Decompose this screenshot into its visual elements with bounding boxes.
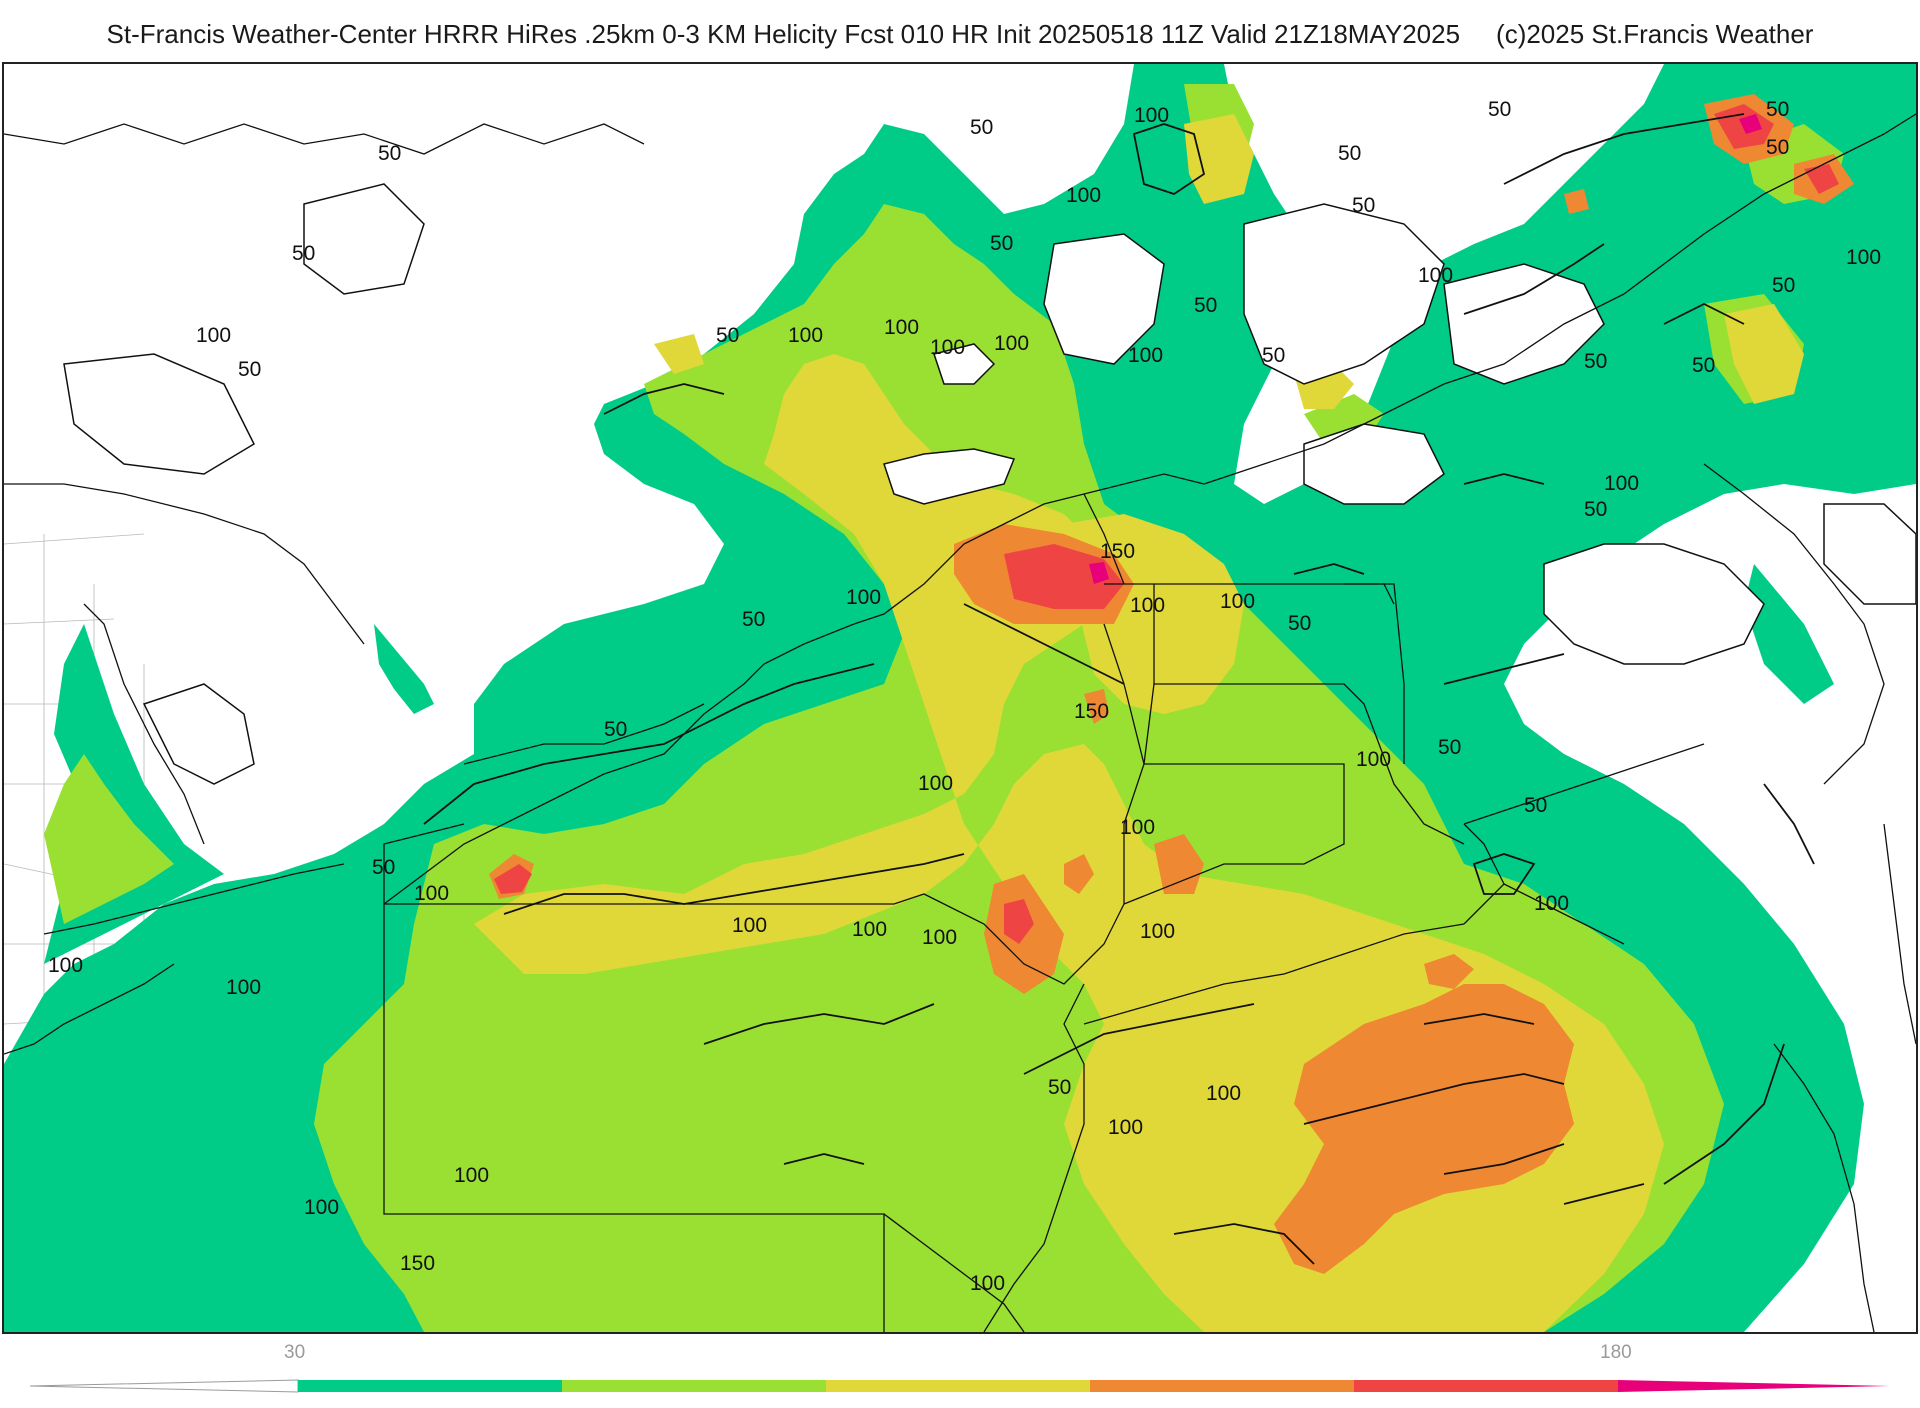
contour-label: 150 (1100, 540, 1135, 563)
contour-label: 50 (1338, 142, 1361, 165)
contour-label: 100 (1108, 1116, 1143, 1139)
contour-label: 100 (226, 976, 261, 999)
contour-label: 50 (742, 608, 765, 631)
contour-label: 100 (1356, 748, 1391, 771)
contour-label: 100 (732, 914, 767, 937)
colorbar-high-tail (1618, 1380, 1890, 1392)
contour-label: 100 (852, 918, 887, 941)
contour-label: 50 (372, 856, 395, 879)
contour-label: 100 (1130, 594, 1165, 617)
contour-label: 50 (1288, 612, 1311, 635)
contour-label: 50 (1438, 736, 1461, 759)
colorbar-segment-30 (298, 1380, 562, 1392)
contour-labels: 50 50 100 50 50 100 100 100 100 50 100 1… (48, 98, 1881, 1295)
contour-label: 100 (1604, 472, 1639, 495)
contour-label: 100 (1134, 104, 1169, 127)
contour-label: 100 (1846, 246, 1881, 269)
colorbar-segment-60 (562, 1380, 826, 1392)
credit-text: (c)2025 St.Francis Weather (1496, 18, 1814, 49)
contour-label: 100 (1206, 1082, 1241, 1105)
contour-label: 100 (1140, 920, 1175, 943)
contour-label: 100 (1220, 590, 1255, 613)
helicity-map: 50 50 100 50 50 100 100 100 100 50 100 1… (4, 64, 1916, 1332)
contour-label: 100 (922, 926, 957, 949)
contour-label: 150 (1074, 700, 1109, 723)
contour-label: 50 (604, 718, 627, 741)
colorbar: 30 180 (0, 1340, 1920, 1400)
contour-label: 100 (304, 1196, 339, 1219)
contour-label: 50 (970, 116, 993, 139)
helicity-contours (423, 113, 1815, 1265)
contour-label: 100 (918, 772, 953, 795)
contour-label: 100 (994, 332, 1029, 355)
contour-label: 100 (1128, 344, 1163, 367)
contour-label: 100 (930, 336, 965, 359)
contour-label: 50 (1352, 194, 1375, 217)
contour-label: 100 (48, 954, 83, 977)
contour-label: 50 (1194, 294, 1217, 317)
contour-label: 100 (970, 1272, 1005, 1295)
contour-label: 100 (1066, 184, 1101, 207)
contour-label: 50 (716, 324, 739, 347)
contour-label: 150 (400, 1252, 435, 1275)
lake-voids (63, 183, 1916, 785)
map-title: St-Francis Weather-Center HRRR HiRes .25… (0, 14, 1920, 54)
boundaries (4, 113, 1916, 1332)
colorbar-segment-150 (1354, 1380, 1618, 1392)
contour-label: 50 (1772, 274, 1795, 297)
contour-label: 50 (1766, 98, 1789, 121)
contour-label: 50 (1692, 354, 1715, 377)
contour-label: 100 (1534, 892, 1569, 915)
colorbar-graphic (29, 1379, 1890, 1393)
title-text: St-Francis Weather-Center HRRR HiRes .25… (106, 18, 1461, 49)
contour-label: 100 (454, 1164, 489, 1187)
contour-label: 50 (1766, 136, 1789, 159)
contour-label: 100 (846, 586, 881, 609)
contour-label: 50 (1584, 350, 1607, 373)
contour-label: 100 (884, 316, 919, 339)
contour-label: 50 (238, 358, 261, 381)
colorbar-segment-90 (826, 1380, 1090, 1392)
colorbar-tick-label: 180 (1600, 1342, 1632, 1363)
contour-label: 100 (1120, 816, 1155, 839)
map-panel: 50 50 100 50 50 100 100 100 100 50 100 1… (2, 62, 1918, 1334)
contour-label: 50 (1584, 498, 1607, 521)
contour-label: 50 (1488, 98, 1511, 121)
colorbar-tick-label: 30 (284, 1342, 306, 1363)
contour-label: 100 (196, 324, 231, 347)
shade-180-plus (1089, 114, 1762, 584)
contour-label: 100 (788, 324, 823, 347)
contour-label: 100 (1418, 264, 1453, 287)
contour-label: 50 (990, 232, 1013, 255)
contour-label: 50 (1524, 794, 1547, 817)
contour-label: 100 (414, 882, 449, 905)
contour-label: 50 (378, 142, 401, 165)
contour-label: 50 (1048, 1076, 1071, 1099)
colorbar-low-tail (29, 1379, 299, 1393)
contour-label: 50 (292, 242, 315, 265)
contour-label: 50 (1262, 344, 1285, 367)
colorbar-segment-120 (1090, 1380, 1354, 1392)
